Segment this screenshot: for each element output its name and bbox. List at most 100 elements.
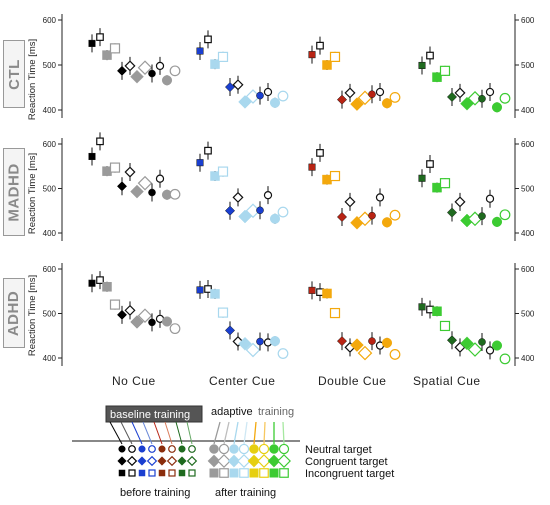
data-point (499, 92, 511, 104)
legend-fan-line (233, 421, 239, 445)
data-point (439, 320, 451, 332)
data-point (210, 289, 220, 299)
data-point (350, 97, 364, 111)
data-point (137, 308, 153, 324)
data-point (232, 79, 244, 91)
legend-marker-after (238, 443, 250, 455)
data-point (116, 181, 128, 192)
legend-marker-after (267, 454, 281, 468)
data-point (336, 211, 348, 223)
data-point (102, 282, 112, 292)
legend-marker-before (138, 469, 146, 477)
legend-marker-before (138, 445, 146, 453)
y-tick-label-right: 400 (521, 106, 535, 115)
data-point (491, 216, 503, 227)
data-point (381, 98, 393, 109)
legend-fan-line (263, 421, 266, 445)
legend-fan-line (109, 421, 123, 445)
data-point (329, 307, 341, 319)
data-point (169, 323, 181, 335)
data-point (269, 336, 281, 347)
y-tick-label-right: 600 (521, 140, 535, 149)
legend-marker-after (218, 443, 230, 455)
data-point (130, 184, 144, 199)
legend-marker-before (158, 445, 166, 453)
data-point (357, 345, 373, 361)
data-point (446, 91, 458, 102)
data-point (478, 338, 486, 346)
legend-fan-line (253, 421, 257, 445)
data-point (263, 87, 273, 97)
legend-marker-after (279, 468, 289, 478)
data-point (368, 337, 376, 345)
y-tick-label-right: 400 (521, 354, 535, 363)
data-point (316, 149, 324, 157)
data-point (277, 348, 289, 359)
y-tick-label-left: 400 (43, 106, 57, 115)
legend-marker-before (178, 445, 186, 453)
data-point (499, 209, 511, 221)
data-point (155, 174, 165, 183)
legend-marker-after (269, 444, 279, 454)
legend-marker-after (219, 468, 229, 478)
data-point (124, 166, 136, 178)
legend-marker-before (137, 456, 147, 466)
data-point (368, 211, 376, 220)
data-point (224, 82, 236, 93)
data-point (196, 47, 204, 55)
data-point (389, 91, 401, 103)
data-point (96, 33, 104, 41)
legend-fan-line (131, 421, 143, 445)
legend-marker-before (188, 445, 196, 453)
legend-marker-after (209, 468, 219, 478)
y-tick-label-right: 500 (521, 61, 535, 70)
data-point (232, 191, 244, 203)
legend-target-label: Neutral target (305, 444, 372, 456)
data-point (109, 162, 121, 173)
legend-marker-after (269, 468, 279, 478)
y-tick-label-left: 400 (43, 354, 57, 363)
legend-target-label: Congruent target (305, 456, 388, 468)
data-point (245, 342, 261, 358)
data-point (485, 346, 495, 355)
data-point (204, 146, 212, 155)
data-point (88, 152, 96, 160)
y-tick-label-left: 600 (43, 16, 57, 25)
y-tick-label-right: 400 (521, 229, 535, 238)
legend-fan-line (153, 421, 163, 445)
y-tick-label-left: 600 (43, 265, 57, 274)
data-point (224, 205, 236, 216)
legend-marker-after (259, 468, 269, 478)
data-point (381, 217, 393, 228)
legend-marker-after (207, 454, 221, 468)
data-point (418, 174, 426, 182)
legend-marker-after (239, 468, 249, 478)
data-point (217, 166, 229, 177)
data-point (217, 307, 229, 318)
data-point (322, 60, 332, 70)
y-tick-label-left: 500 (43, 185, 57, 194)
data-point (322, 288, 332, 299)
data-point (308, 51, 316, 59)
legend-fan-line (282, 421, 285, 445)
data-point (277, 90, 289, 102)
data-point (217, 51, 229, 63)
data-point (491, 340, 503, 351)
data-point (336, 94, 348, 105)
legend-marker-before (157, 456, 167, 466)
data-point (204, 35, 212, 44)
data-point (381, 337, 393, 348)
legend-marker-after (257, 454, 271, 468)
data-point (375, 87, 385, 97)
legend-fan-line (175, 421, 183, 445)
legend-marker-before (177, 456, 187, 466)
data-point (210, 59, 220, 69)
panel-label-madhd: MADHD (3, 148, 25, 236)
data-point (277, 206, 289, 218)
data-point (169, 65, 181, 77)
data-point (161, 316, 173, 327)
y-tick-label-left: 500 (43, 310, 57, 319)
data-point (336, 336, 348, 347)
data-point (269, 213, 281, 224)
legend-fan-line (186, 421, 193, 445)
